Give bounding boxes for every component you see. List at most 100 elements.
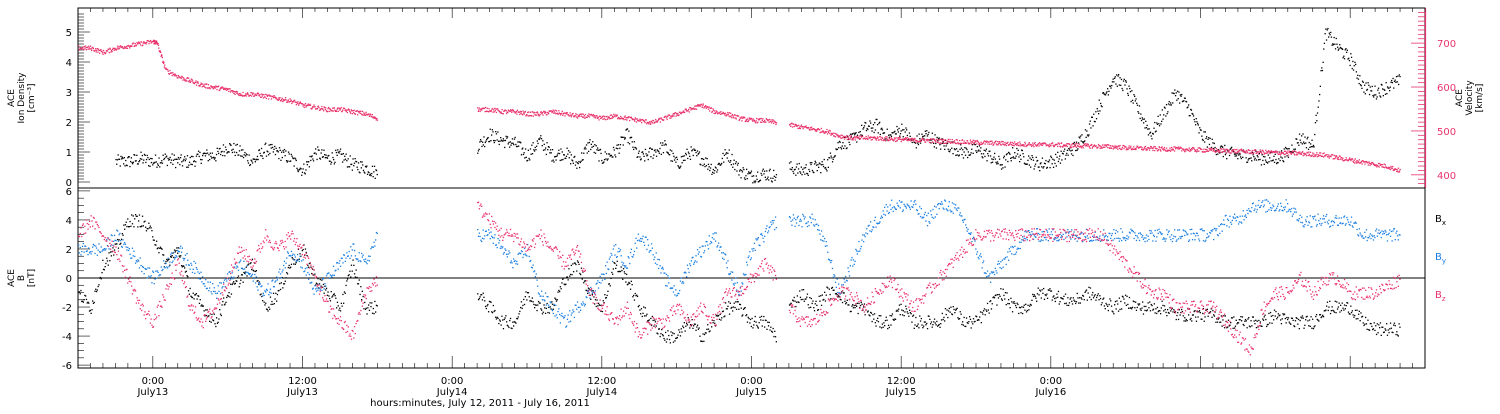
velocity-series-point	[278, 97, 279, 98]
density-series-point	[912, 142, 913, 143]
density-series-point	[652, 149, 653, 150]
density-series-point	[740, 169, 741, 170]
b-series-bx-point	[485, 306, 486, 307]
density-series-point	[1095, 111, 1096, 112]
b-series-bx-point	[169, 265, 170, 266]
density-series-point	[637, 156, 638, 157]
b-series-bx-point	[654, 320, 655, 321]
density-series-point	[875, 129, 876, 130]
density-series-point	[505, 140, 506, 141]
b-series-bx-point	[734, 303, 735, 304]
b-series-bx-point	[571, 265, 572, 266]
b-series-bx-point	[683, 327, 684, 328]
density-series-point	[1009, 154, 1010, 155]
velocity-series-point	[562, 111, 563, 112]
density-series-point	[763, 169, 764, 170]
b-series-bx-point	[214, 323, 215, 324]
velocity-series-point	[1352, 158, 1353, 159]
velocity-series-point	[1383, 167, 1384, 168]
density-series-point	[732, 167, 733, 168]
density-series-point	[952, 153, 953, 154]
density-series-point	[324, 154, 325, 155]
density-series-point	[1136, 103, 1137, 104]
velocity-series-point	[129, 47, 130, 48]
density-series-point	[1318, 107, 1319, 108]
density-series-point	[1016, 156, 1017, 157]
b-series-bx-point	[578, 264, 579, 265]
density-series-point	[1086, 130, 1087, 131]
density-series-point	[1329, 33, 1330, 34]
density-series-point	[1264, 164, 1265, 165]
b-series-bx-point	[339, 308, 340, 309]
velocity-series-point	[890, 137, 891, 138]
b-series-bx-point	[340, 310, 341, 311]
b-series-bx-point	[498, 323, 499, 324]
velocity-series-point	[107, 50, 108, 51]
density-series-point	[1386, 82, 1387, 83]
velocity-series-point	[1178, 147, 1179, 148]
velocity-series-point	[111, 51, 112, 52]
velocity-series-point	[912, 140, 913, 141]
velocity-series-point	[821, 128, 822, 129]
density-series-point	[305, 169, 306, 170]
b-series-bx-point	[943, 317, 944, 318]
b-series-bx-point	[242, 274, 243, 275]
velocity-series-point	[1210, 148, 1211, 149]
density-series-point	[994, 153, 995, 154]
density-series-point	[1302, 133, 1303, 134]
velocity-series-point	[189, 81, 190, 82]
velocity-series-point	[1279, 154, 1280, 155]
velocity-series-point	[971, 143, 972, 144]
velocity-series-point	[1070, 145, 1071, 146]
b-series-bx-point	[344, 291, 345, 292]
density-series-point	[1224, 145, 1225, 146]
b-series-bx-point	[885, 320, 886, 321]
velocity-series-point	[1145, 146, 1146, 147]
density-series-point	[272, 147, 273, 148]
density-series-point	[986, 160, 987, 161]
density-series-point	[793, 173, 794, 174]
velocity-series-point	[798, 125, 799, 126]
b-axis-label-line: [nT]	[27, 269, 37, 287]
density-series-point	[756, 175, 757, 176]
b-series-bx-point	[749, 322, 750, 323]
density-series-point	[248, 162, 249, 163]
density-series-point	[254, 159, 255, 160]
density-series-point	[1367, 89, 1368, 90]
b-series-bx-point	[582, 278, 583, 279]
b-series-bx-point	[889, 327, 890, 328]
density-series-point	[670, 160, 671, 161]
velocity-series-point	[703, 103, 704, 104]
density-series-point	[1328, 36, 1329, 37]
b-series-bx-point	[669, 339, 670, 340]
density-series-point	[1140, 118, 1141, 119]
density-series-point	[870, 122, 871, 123]
b-series-bx-point	[536, 310, 537, 311]
density-series-point	[1033, 160, 1034, 161]
velocity-series-point	[181, 78, 182, 79]
velocity-series-point	[96, 50, 97, 51]
velocity-series-point	[1198, 151, 1199, 152]
b-series-bx-point	[613, 268, 614, 269]
density-series-point	[842, 145, 843, 146]
density-series-point	[285, 155, 286, 156]
b-series-bx-point	[945, 308, 946, 309]
density-series-point	[675, 162, 676, 163]
density-series-point	[995, 162, 996, 163]
velocity-series-point	[135, 43, 136, 44]
density-series-point	[1048, 161, 1049, 162]
density-series-point	[325, 155, 326, 156]
velocity-series-point	[295, 102, 296, 103]
velocity-series-point	[871, 137, 872, 138]
b-series-bx-point	[621, 266, 622, 267]
density-series-point	[1114, 78, 1115, 79]
density-series-point	[795, 175, 796, 176]
b-series-bx-point	[323, 284, 324, 285]
velocity-series-point	[1398, 168, 1399, 169]
density-series-point	[298, 171, 299, 172]
density-series-point	[343, 153, 344, 154]
b-series-bx-point	[327, 295, 328, 296]
density-series-point	[1300, 142, 1301, 143]
density-series-point	[178, 157, 179, 158]
b-series-bx-point	[237, 277, 238, 278]
